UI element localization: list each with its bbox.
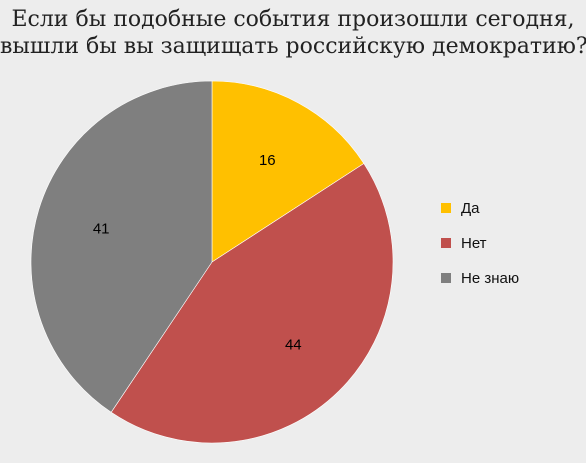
pie-slice-ne-znayu [30,80,213,413]
legend-label-net: Нет [461,234,487,252]
pie-label-ne-znayu: 41 [93,220,110,237]
pie-slice-net [110,163,394,444]
legend-swatch-ne-znayu [441,273,451,283]
legend-label-ne-znayu: Не знаю [461,269,520,287]
legend-item-net: Нет [441,233,519,253]
legend-swatch-net [441,238,451,248]
chart-title-line-2: вышли бы вы защищать российскую демократ… [0,34,586,59]
legend-item-ne-znayu: Не знаю [441,268,519,288]
legend-swatch-da [441,203,451,213]
chart-title: Если бы подобные события произошли сегод… [0,6,586,60]
legend-item-da: Да [441,198,519,218]
pie-label-net: 44 [285,337,302,354]
pie-slice-da [211,80,365,263]
legend-label-da: Да [461,199,480,217]
chart-title-line-1: Если бы подобные события произошли сегод… [11,7,575,32]
pie-label-da: 16 [259,152,276,169]
chart-legend: Да Нет Не знаю [441,198,519,303]
